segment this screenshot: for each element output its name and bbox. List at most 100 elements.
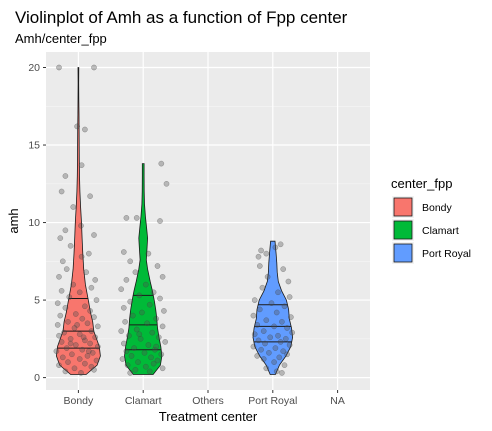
data-point: [260, 328, 267, 334]
data-point: [88, 328, 95, 334]
data-point: [91, 64, 97, 71]
data-point: [56, 64, 62, 71]
data-point: [126, 332, 132, 339]
data-point: [251, 297, 258, 303]
data-point: [161, 308, 167, 314]
data-point: [133, 215, 140, 221]
data-point: [82, 360, 88, 367]
data-point: [154, 263, 161, 269]
data-point: [281, 303, 288, 310]
data-point: [150, 360, 157, 367]
data-point: [59, 354, 66, 361]
data-point: [159, 273, 166, 280]
legend-key-swatch: [393, 243, 413, 263]
y-tick-label: 5: [34, 295, 40, 307]
data-point: [78, 253, 85, 260]
data-point: [133, 326, 140, 333]
data-point: [94, 343, 101, 350]
data-point: [280, 348, 287, 355]
data-point: [263, 317, 270, 324]
data-point: [54, 322, 61, 328]
x-tick-label: Bondy: [64, 395, 95, 407]
data-point: [153, 315, 160, 322]
data-point: [288, 314, 294, 320]
data-point: [92, 277, 99, 283]
data-point: [127, 258, 134, 265]
data-point: [145, 250, 152, 257]
data-point: [72, 311, 79, 317]
data-point: [132, 269, 139, 276]
data-point: [141, 349, 148, 356]
legend-title: center_fpp: [391, 176, 452, 191]
data-point: [276, 354, 283, 361]
data-point: [65, 359, 71, 365]
data-point: [93, 297, 100, 303]
data-point: [120, 340, 127, 347]
data-point: [259, 284, 266, 291]
legend-label: Bondy: [422, 202, 453, 214]
data-point: [128, 353, 135, 359]
data-point: [69, 351, 75, 358]
data-point: [282, 335, 289, 342]
data-point: [136, 331, 143, 338]
data-point: [82, 126, 88, 133]
data-point: [150, 289, 157, 296]
data-point: [62, 368, 69, 375]
data-point: [91, 366, 97, 373]
data-point: [271, 359, 277, 365]
data-point: [89, 349, 96, 356]
violin-clamart: [124, 163, 163, 375]
data-point: [79, 315, 86, 322]
data-point: [272, 345, 279, 351]
data-point: [53, 348, 60, 355]
data-point: [258, 346, 264, 353]
violin-bondy: [55, 67, 101, 375]
data-point: [146, 301, 153, 308]
data-point: [280, 266, 287, 272]
legend-label: Port Royal: [422, 248, 471, 260]
data-point: [123, 215, 130, 221]
jitter-points: [53, 64, 296, 376]
data-point: [74, 123, 80, 130]
data-point: [145, 342, 152, 348]
y-tick-label: 20: [28, 62, 40, 74]
x-tick-label: NA: [330, 395, 345, 407]
data-point: [78, 162, 85, 169]
data-point: [67, 340, 74, 347]
data-point: [58, 287, 65, 294]
data-point: [118, 328, 125, 334]
data-point: [122, 318, 128, 325]
y-tick-label: 15: [28, 140, 40, 152]
data-point: [157, 218, 163, 224]
data-point: [153, 343, 160, 350]
data-point: [91, 232, 97, 238]
data-point: [275, 289, 281, 296]
data-point: [142, 281, 149, 288]
legend-key-swatch: [393, 220, 413, 240]
data-point: [63, 345, 70, 351]
data-point: [158, 160, 165, 167]
data-point: [56, 273, 62, 280]
data-point: [271, 323, 277, 330]
data-point: [273, 368, 280, 375]
data-point: [82, 337, 88, 344]
data-point: [87, 308, 93, 314]
data-point: [159, 365, 166, 372]
data-point: [78, 222, 84, 229]
data-point: [62, 227, 69, 234]
data-point: [255, 253, 262, 260]
y-axis-ticks: 0 5 10 15 20: [28, 62, 46, 384]
data-point: [275, 332, 281, 339]
data-point: [286, 342, 293, 348]
data-point: [63, 266, 70, 272]
data-point: [255, 337, 262, 344]
data-point: [93, 357, 100, 364]
data-point: [85, 348, 92, 355]
data-point: [71, 325, 78, 331]
legend-label: Clamart: [422, 225, 459, 237]
data-point: [123, 277, 130, 283]
violin-port-royal: [252, 240, 294, 375]
data-point: [254, 353, 261, 359]
data-point: [94, 323, 101, 330]
